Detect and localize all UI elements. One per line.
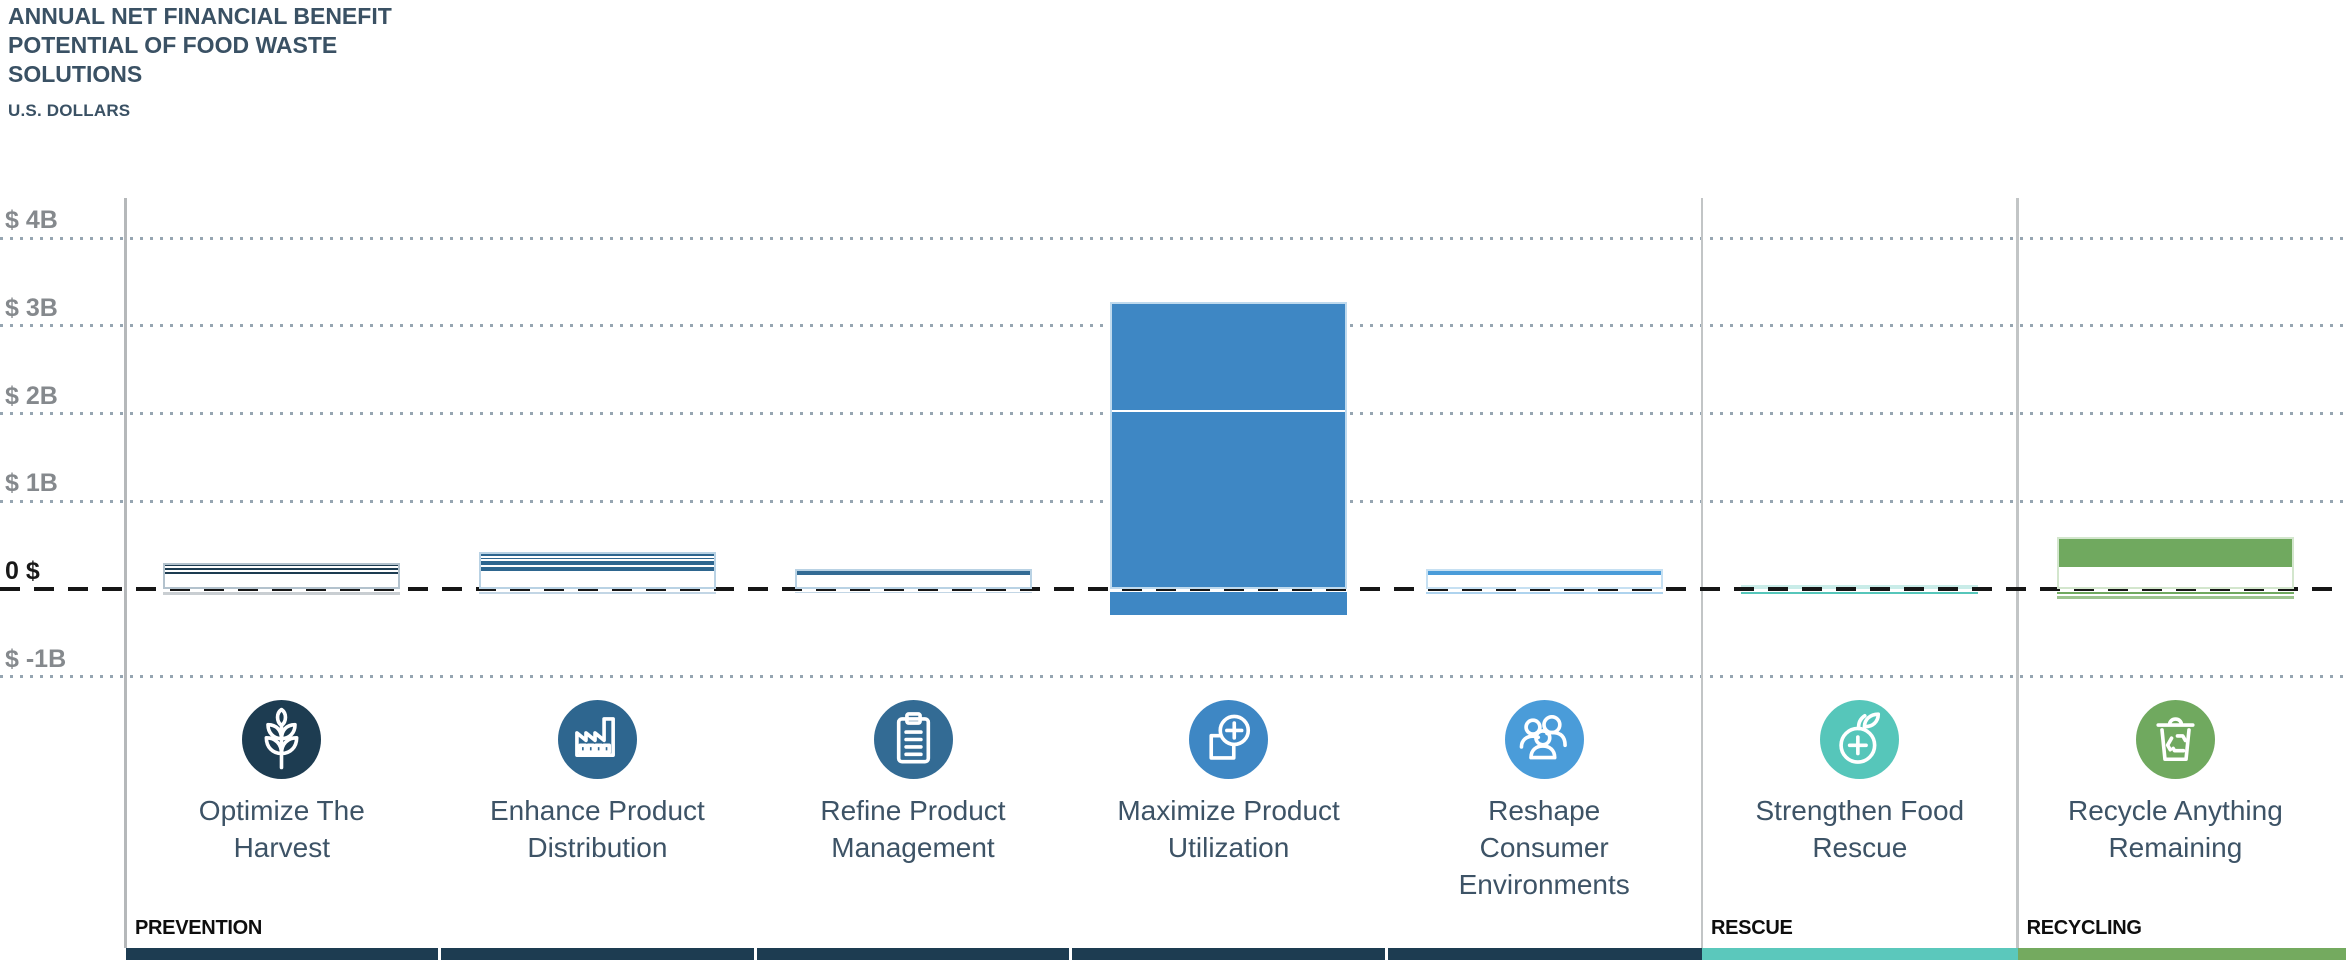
bar-segment bbox=[480, 557, 714, 560]
gridline bbox=[0, 236, 2346, 240]
bar-maximize-product-utilization bbox=[1110, 302, 1348, 589]
bar-reshape-consumer-environments bbox=[1425, 568, 1663, 589]
solution-label-line: Recycle Anything bbox=[2067, 795, 2283, 826]
bar-segment bbox=[165, 564, 399, 566]
group-strip-prevention bbox=[126, 948, 1702, 960]
solution-label-line: Maximize Product bbox=[1117, 795, 1340, 826]
recycle-bin-icon bbox=[2135, 700, 2215, 779]
box-plus-icon bbox=[1189, 700, 1269, 779]
bar-segment-below bbox=[478, 591, 716, 595]
bar-segment-below bbox=[1425, 591, 1663, 595]
solution-label-maximize-product-utilization: Maximize Product Utilization bbox=[1071, 792, 1387, 866]
bar-segment bbox=[480, 561, 714, 566]
bar-below-zero-recycle-anything-remaining bbox=[2056, 591, 2294, 599]
bar-enhance-product-distribution bbox=[478, 552, 716, 589]
bar-segment bbox=[165, 567, 399, 570]
bar-refine-product-management bbox=[794, 568, 1032, 589]
bar-segment-below bbox=[1110, 591, 1348, 616]
group-strip-recycling bbox=[2017, 948, 2346, 960]
y-axis-tick-label: $ 2B bbox=[5, 381, 58, 410]
bar-below-zero-enhance-product-distribution bbox=[478, 591, 716, 595]
clipboard-icon bbox=[873, 700, 953, 779]
bar-segment bbox=[796, 570, 1030, 575]
strip-divider bbox=[438, 948, 442, 960]
solution-label-line: Strengthen Food bbox=[1755, 795, 1965, 826]
factory-icon bbox=[557, 700, 637, 779]
y-axis-tick-label: $ 1B bbox=[5, 469, 58, 498]
bar-segment bbox=[1112, 411, 1346, 587]
solution-label-line: Optimize The bbox=[198, 795, 365, 826]
fruit-icon bbox=[1820, 700, 1900, 779]
bar-segment bbox=[480, 567, 714, 572]
bar-segment bbox=[480, 554, 714, 556]
y-axis-tick-label: $ -1B bbox=[5, 644, 67, 673]
bar-below-zero-reshape-consumer-environments bbox=[1425, 591, 1663, 595]
solution-label-enhance-product-distribution: Enhance Product Distribution bbox=[440, 792, 756, 866]
bar-segment-below bbox=[794, 591, 1032, 594]
strip-divider bbox=[1384, 948, 1388, 960]
group-strip-rescue bbox=[1702, 948, 2018, 960]
zero-dashed-line bbox=[0, 587, 2346, 591]
solution-label-optimize-the-harvest: Optimize The Harvest bbox=[124, 792, 440, 866]
bar-segment bbox=[1112, 304, 1346, 410]
people-icon bbox=[1504, 700, 1584, 779]
solution-label-line: Management bbox=[831, 832, 995, 863]
group-label: RECYCLING bbox=[2026, 917, 2142, 939]
wheat-icon bbox=[242, 700, 322, 779]
chart-title-line: SOLUTIONS bbox=[8, 61, 143, 87]
solution-label-line: Refine Product bbox=[820, 795, 1006, 826]
solution-label-recycle-anything-remaining: Recycle Anything Remaining bbox=[2018, 792, 2334, 866]
y-axis-tick-label: $ 3B bbox=[5, 293, 58, 322]
solution-label-line: Consumer bbox=[1479, 832, 1609, 863]
bar-below-zero-strengthen-food-rescue bbox=[1741, 591, 1979, 595]
bar-below-zero-maximize-product-utilization bbox=[1110, 591, 1348, 616]
y-axis-tick-label: $ 4B bbox=[5, 206, 58, 235]
solution-label-line: Utilization bbox=[1167, 832, 1290, 863]
y-axis-tick-label: 0 $ bbox=[5, 557, 40, 585]
chart-subtitle: U.S. DOLLARS bbox=[8, 101, 131, 120]
y-axis-line bbox=[124, 198, 127, 948]
solution-label-line: Rescue bbox=[1812, 832, 1908, 863]
strip-divider bbox=[753, 948, 757, 960]
bar-segment bbox=[2058, 539, 2292, 568]
group-separator-line bbox=[1700, 198, 1703, 948]
bar-below-zero-optimize-the-harvest bbox=[163, 591, 401, 595]
chart-title: ANNUAL NET FINANCIAL BENEFIT POTENTIAL O… bbox=[8, 2, 392, 125]
bar-segment bbox=[165, 571, 399, 575]
group-separator-line bbox=[2016, 198, 2019, 948]
strip-divider bbox=[1069, 948, 1073, 960]
bar-segment-below bbox=[2056, 595, 2294, 599]
gridline bbox=[0, 675, 2346, 679]
solution-label-strengthen-food-rescue: Strengthen Food Rescue bbox=[1702, 792, 2018, 866]
chart-title-line: POTENTIAL OF FOOD WASTE bbox=[8, 32, 338, 58]
bar-segment bbox=[1427, 570, 1661, 575]
bar-segment-below bbox=[163, 591, 401, 595]
solution-label-line: Remaining bbox=[2108, 832, 2243, 863]
solution-label-line: Harvest bbox=[233, 832, 331, 863]
bar-segment-below bbox=[2056, 591, 2294, 595]
solution-label-line: Environments bbox=[1458, 869, 1630, 900]
chart-title-line: ANNUAL NET FINANCIAL BENEFIT bbox=[8, 3, 392, 29]
bar-optimize-the-harvest bbox=[163, 562, 401, 589]
group-label: PREVENTION bbox=[135, 917, 263, 939]
bar-below-zero-refine-product-management bbox=[794, 591, 1032, 594]
bar-segment-below bbox=[1741, 591, 1979, 595]
solution-label-refine-product-management: Refine Product Management bbox=[755, 792, 1071, 866]
bar-recycle-anything-remaining bbox=[2056, 537, 2294, 589]
group-label: RESCUE bbox=[1711, 917, 1793, 939]
solution-label-reshape-consumer-environments: Reshape Consumer Environments bbox=[1386, 792, 1702, 903]
solution-label-line: Distribution bbox=[527, 832, 668, 863]
solution-label-line: Enhance Product bbox=[489, 795, 705, 826]
solution-label-line: Reshape bbox=[1488, 795, 1601, 826]
